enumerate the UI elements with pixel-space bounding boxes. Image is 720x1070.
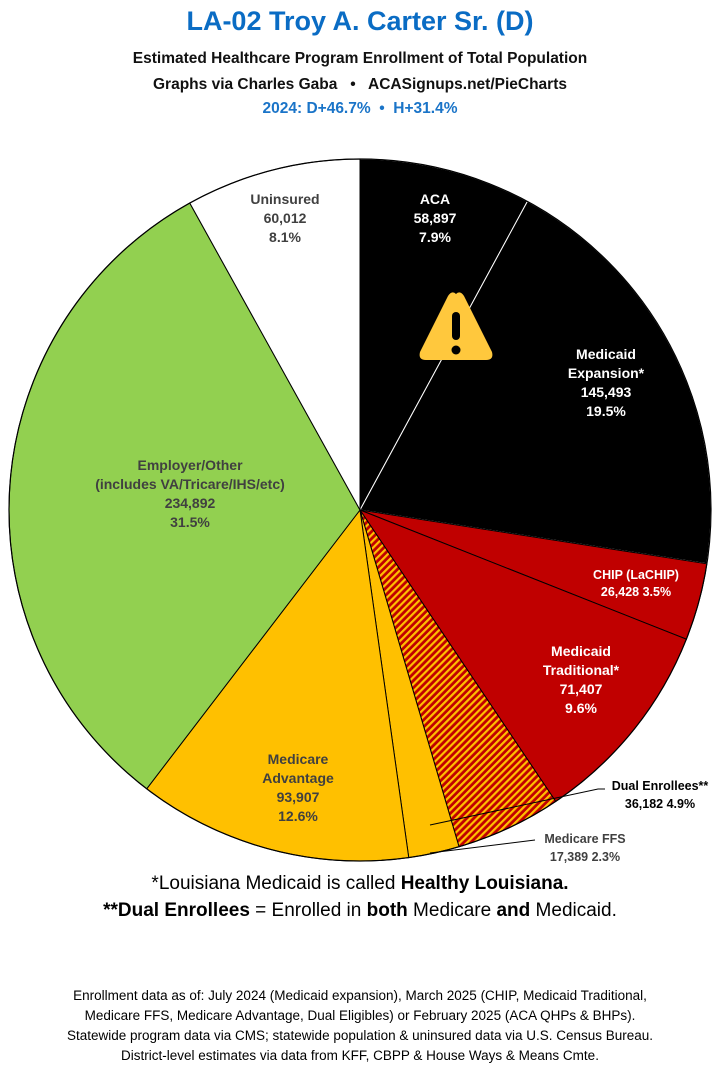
slice-pct: 31.5% xyxy=(170,514,210,530)
slice-label: ACA xyxy=(419,191,451,207)
chart-subtitle: Estimated Healthcare Program Enrollment … xyxy=(132,50,588,67)
slice-pct: 8.1% xyxy=(269,229,301,245)
slice-label: Medicaid xyxy=(551,643,611,659)
pie-outline xyxy=(8,158,712,862)
slice-value: 71,407 xyxy=(559,681,603,697)
slice-pct: 9.6% xyxy=(565,700,597,716)
slice-label: Dual Enrollees** xyxy=(611,779,709,793)
slice-pct: 7.9% xyxy=(419,229,451,245)
footer-line: Medicare FFS, Medicare Advantage, Dual E… xyxy=(84,1008,636,1023)
footer-sources: Enrollment data as of: July 2024 (Medica… xyxy=(0,986,720,1066)
note-dual-enrollees: **Dual Enrollees = Enrolled in both Medi… xyxy=(103,900,617,921)
slice-label: Uninsured xyxy=(250,191,320,207)
slice-value: 36,182 4.9% xyxy=(624,797,696,811)
ffs-leader-line xyxy=(429,839,536,854)
footer-line: Enrollment data as of: July 2024 (Medica… xyxy=(73,988,647,1003)
slice-value: 60,012 xyxy=(263,210,307,226)
slice-label: Medicare xyxy=(267,751,329,767)
warning-triangle-icon xyxy=(419,292,493,360)
label-medicare-advantage: Medicare Advantage 93,907 12.6% xyxy=(262,750,334,826)
slice-value: 58,897 xyxy=(413,210,457,226)
label-employer-other: Employer/Other (includes VA/Tricare/IHS/… xyxy=(95,456,285,532)
label-uninsured: Uninsured 60,012 8.1% xyxy=(250,190,319,247)
footer-line: Statewide program data via CMS; statewid… xyxy=(66,1028,654,1043)
slice-label: Advantage xyxy=(262,770,334,786)
footer-line: District-level estimates via data from K… xyxy=(121,1048,599,1063)
chart-title: LA-02 Troy A. Carter Sr. (D) xyxy=(186,6,534,36)
slice-pct: 12.6% xyxy=(278,808,318,824)
label-aca: ACA 58,897 7.9% xyxy=(414,190,457,247)
slice-value: 145,493 xyxy=(580,384,632,400)
slice-value: 26,428 3.5% xyxy=(600,585,672,599)
label-medicare-ffs: Medicare FFS 17,389 2.3% xyxy=(544,830,625,866)
slice-label: Medicaid xyxy=(576,346,636,362)
slice-value: 234,892 xyxy=(164,495,216,511)
slice-value: 17,389 2.3% xyxy=(549,850,621,864)
slice-pct: 19.5% xyxy=(586,403,626,419)
label-chip: CHIP (LaCHIP) 26,428 3.5% xyxy=(593,567,679,601)
slice-label: CHIP (LaCHIP) xyxy=(593,568,679,582)
leader-lines xyxy=(429,788,605,854)
slice-label: Traditional* xyxy=(542,662,620,678)
label-medicaid-traditional: Medicaid Traditional* 71,407 9.6% xyxy=(543,642,619,718)
label-dual-enrollees: Dual Enrollees** 36,182 4.9% xyxy=(612,777,709,813)
chart-credit: Graphs via Charles Gaba • ACASignups.net… xyxy=(153,76,567,93)
dual-leader-line xyxy=(429,788,605,826)
slice-label: Employer/Other xyxy=(137,457,243,473)
note-healthy-louisiana: *Louisiana Medicaid is called Healthy Lo… xyxy=(151,873,569,894)
slice-label: Medicare FFS xyxy=(544,832,626,846)
label-medicaid-expansion: Medicaid Expansion* 145,493 19.5% xyxy=(568,345,644,421)
slice-label: Expansion* xyxy=(567,365,645,381)
slice-value: 93,907 xyxy=(276,789,320,805)
partisan-lean: 2024: D+46.7% • H+31.4% xyxy=(262,100,458,117)
slice-label: (includes VA/Tricare/IHS/etc) xyxy=(95,476,285,492)
